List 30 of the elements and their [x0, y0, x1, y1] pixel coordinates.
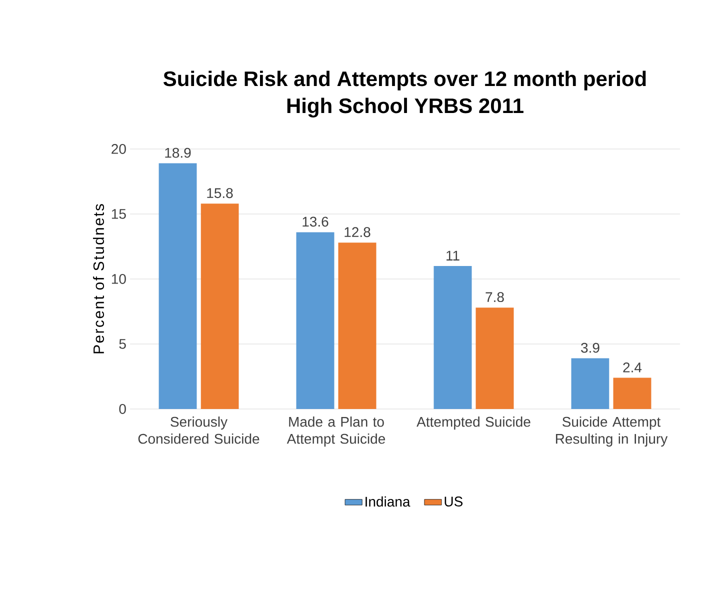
data-label: 18.9 [165, 148, 191, 158]
data-label: 13.6 [302, 216, 328, 227]
x-tick-label: Attempted Suicide [416, 416, 530, 430]
data-label: 2.4 [623, 362, 642, 372]
bar [476, 308, 514, 409]
chart-subtitle: High School YRBS 2011 [287, 98, 524, 118]
x-tick-label: Seriously Considered Suicide [138, 416, 260, 444]
y-tick-label: 20 [112, 144, 126, 154]
legend-label: Indiana [366, 496, 410, 507]
y-tick-label: 15 [112, 209, 126, 219]
data-label: 11 [446, 250, 460, 260]
y-tick-label: 0 [119, 404, 126, 414]
y-tick-label: 10 [112, 274, 126, 284]
bar [613, 378, 652, 409]
data-label: 12.8 [344, 227, 370, 238]
bar [296, 232, 334, 409]
chart-title: Suicide Risk and Attempts over 12 month period [163, 70, 646, 90]
data-label: 15.8 [207, 188, 233, 198]
legend-label: US [444, 496, 463, 506]
data-label: 3.9 [581, 342, 600, 353]
y-axis-title: Percent of Studnets [93, 204, 104, 354]
y-tick-label: 5 [119, 339, 126, 349]
bar [200, 204, 239, 409]
bar [338, 242, 376, 409]
x-tick-label: Made a Plan to Attempt Suicide [286, 416, 386, 447]
bar [434, 266, 472, 409]
x-tick-label: Suicide Attempt Resulting in Injury [556, 416, 668, 447]
bar [158, 163, 197, 409]
bar [571, 358, 610, 409]
data-label: 7.8 [486, 292, 504, 302]
